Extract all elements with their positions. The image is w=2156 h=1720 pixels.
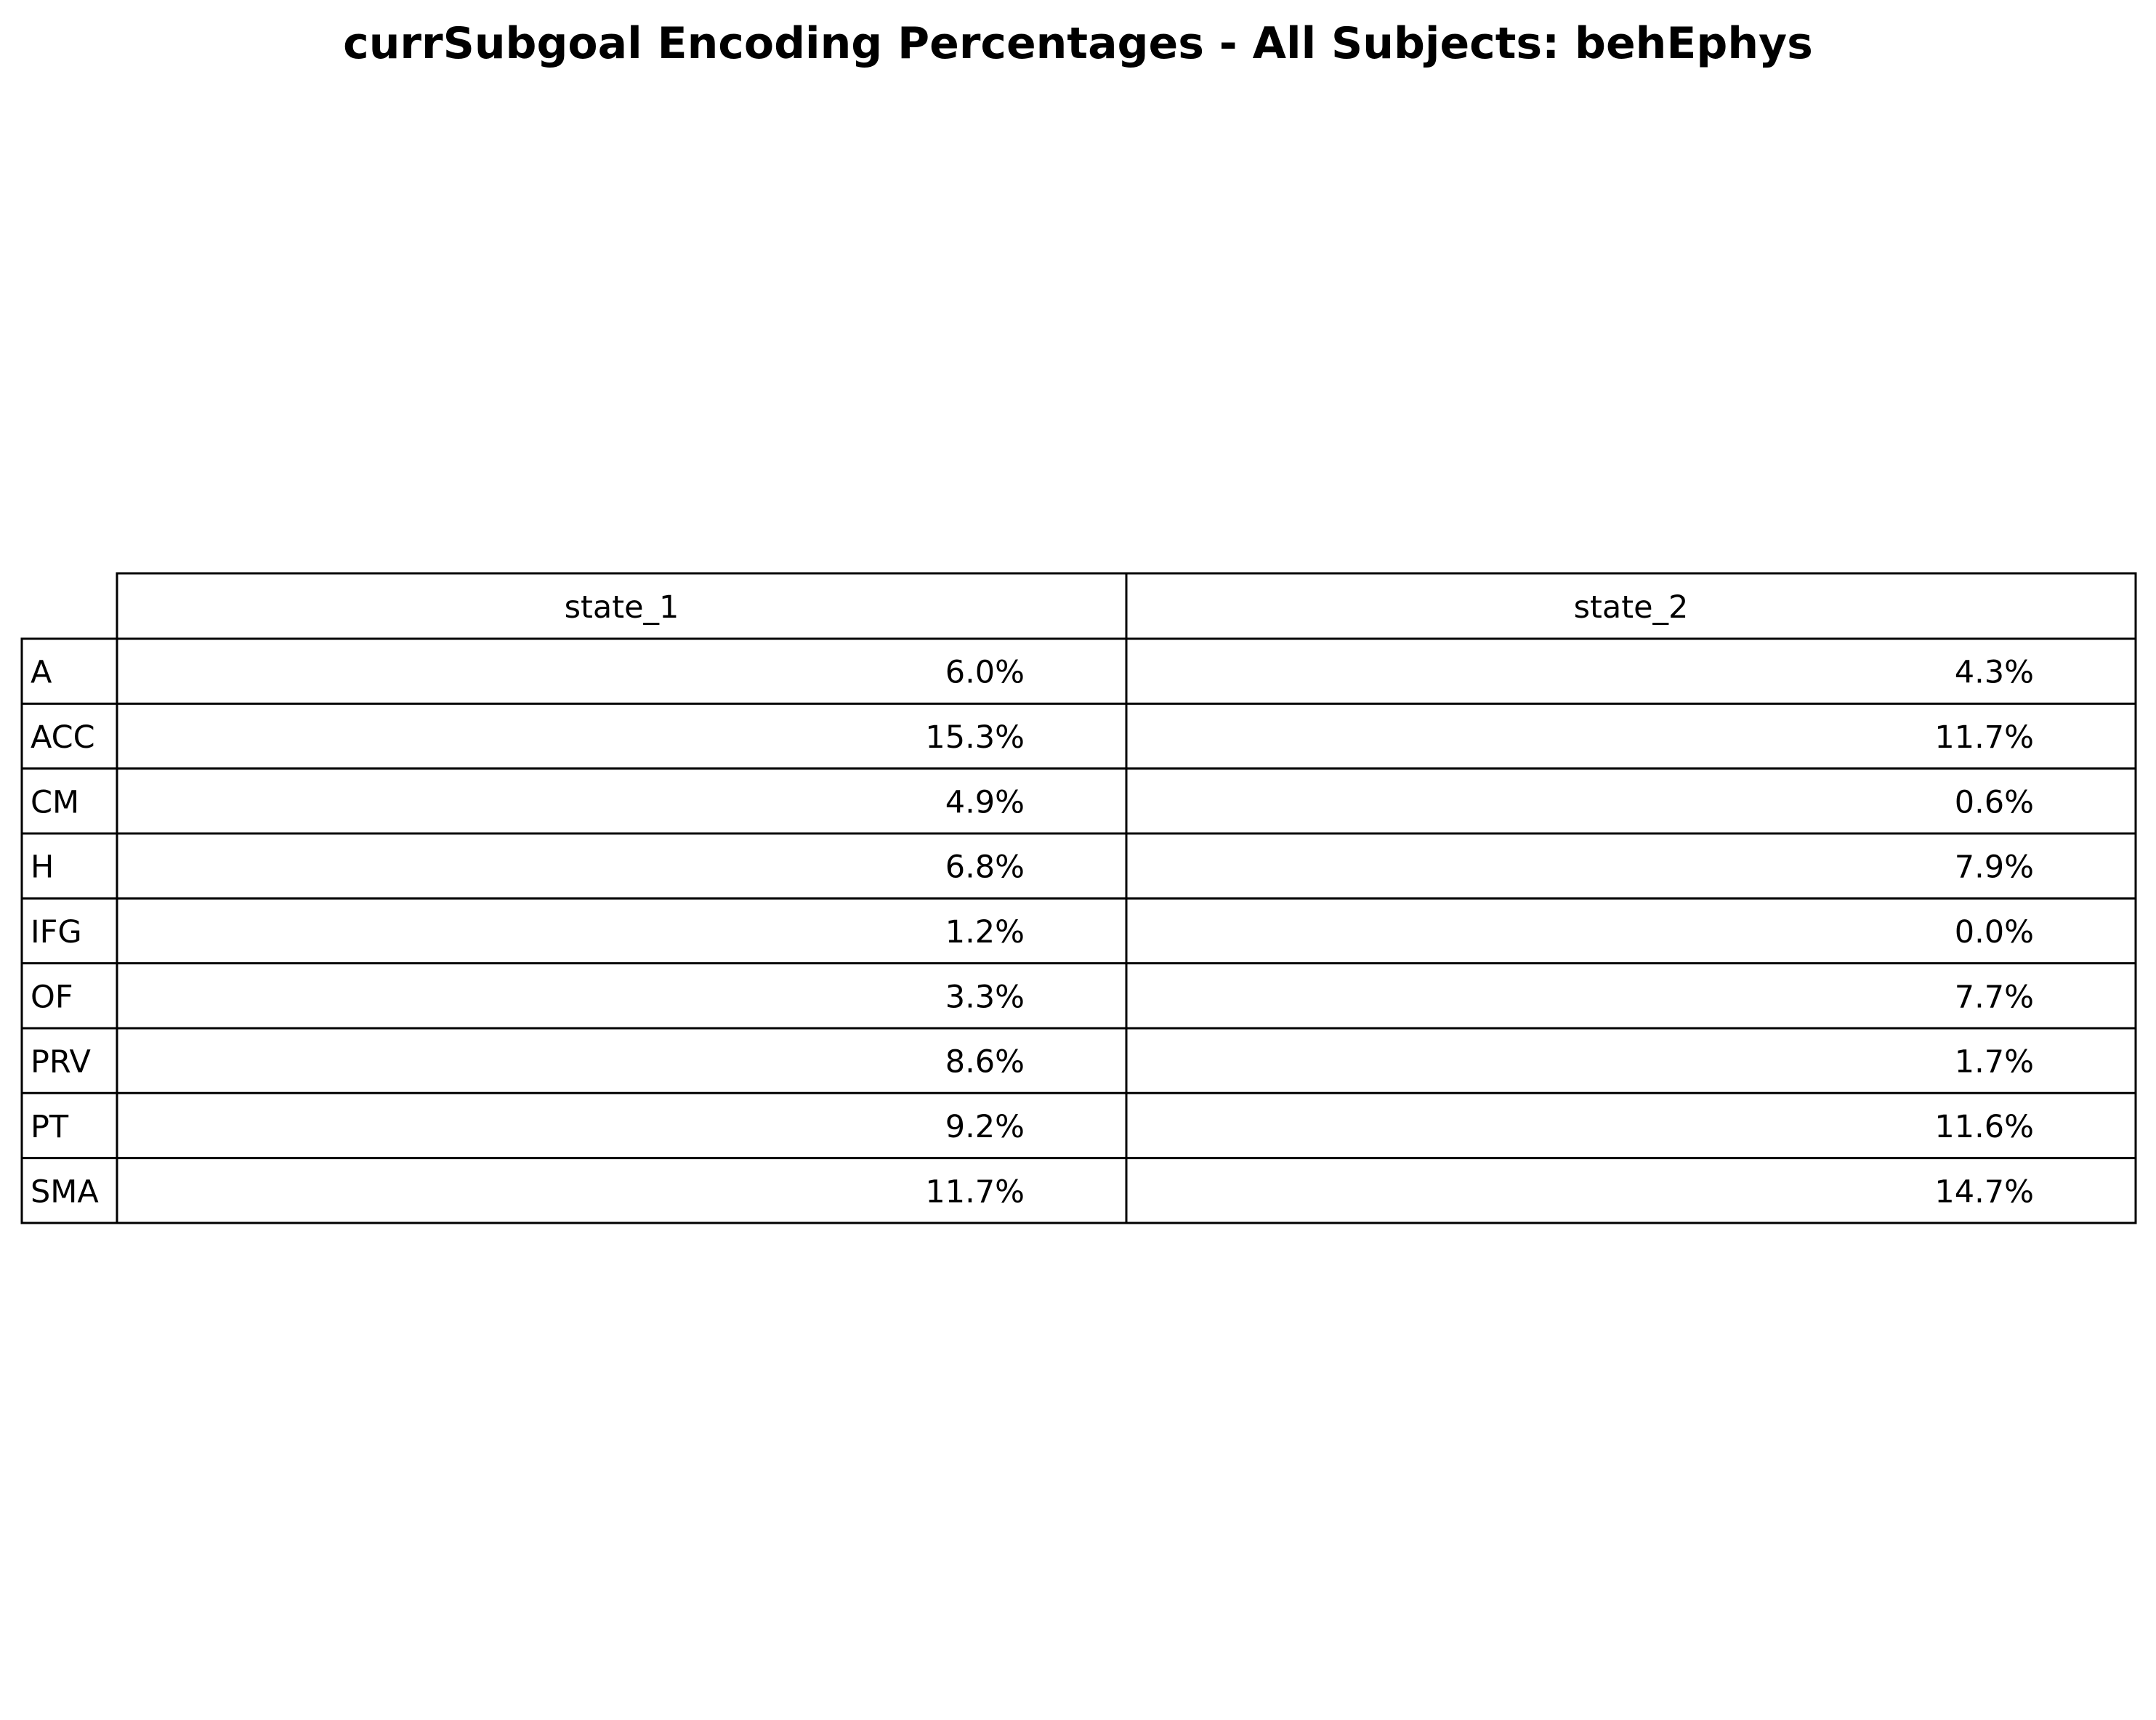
cell-H-state_2: 7.9% [1955,849,2034,886]
table-header: state_1 state_2 [565,589,1689,626]
row-label-PT: PT [31,1109,69,1145]
cell-PT-state_2: 11.6% [1934,1109,2034,1145]
cell-IFG-state_2: 0.0% [1955,914,2034,950]
chart-title: currSubgoal Encoding Percentages - All S… [343,18,1813,69]
table-body: A 6.0% 4.3% ACC 15.3% 11.7% CM 4.9% 0.6% H 6.8% 7.9… [31,655,2034,1211]
column-header-state_1: state_1 [565,589,679,626]
column-header-state_2: state_2 [1574,589,1689,626]
cell-OF-state_1: 3.3% [945,979,1025,1015]
cell-ACC-state_2: 11.7% [1934,719,2034,756]
cell-ACC-state_1: 15.3% [925,719,1025,756]
row-label-SMA: SMA [31,1174,99,1210]
cell-PRV-state_2: 1.7% [1955,1044,2034,1081]
row-label-ACC: ACC [31,719,95,756]
table-grid [20,572,2137,1224]
row-label-CM: CM [31,784,79,820]
cell-CM-state_1: 4.9% [945,784,1025,820]
row-label-H: H [31,849,54,886]
row-label-PRV: PRV [31,1044,91,1081]
cell-H-state_1: 6.8% [945,849,1025,886]
cell-SMA-state_2: 14.7% [1934,1174,2034,1210]
cell-IFG-state_1: 1.2% [945,914,1025,950]
cell-PRV-state_1: 8.6% [945,1044,1025,1081]
row-label-A: A [31,655,52,691]
cell-SMA-state_1: 11.7% [925,1174,1025,1210]
cell-OF-state_2: 7.7% [1955,979,2034,1015]
cell-PT-state_1: 9.2% [945,1109,1025,1145]
cell-A-state_1: 6.0% [945,655,1025,691]
cell-CM-state_2: 0.6% [1955,784,2034,820]
row-label-IFG: IFG [31,914,82,950]
row-label-OF: OF [31,979,73,1015]
cell-A-state_2: 4.3% [1955,655,2034,691]
